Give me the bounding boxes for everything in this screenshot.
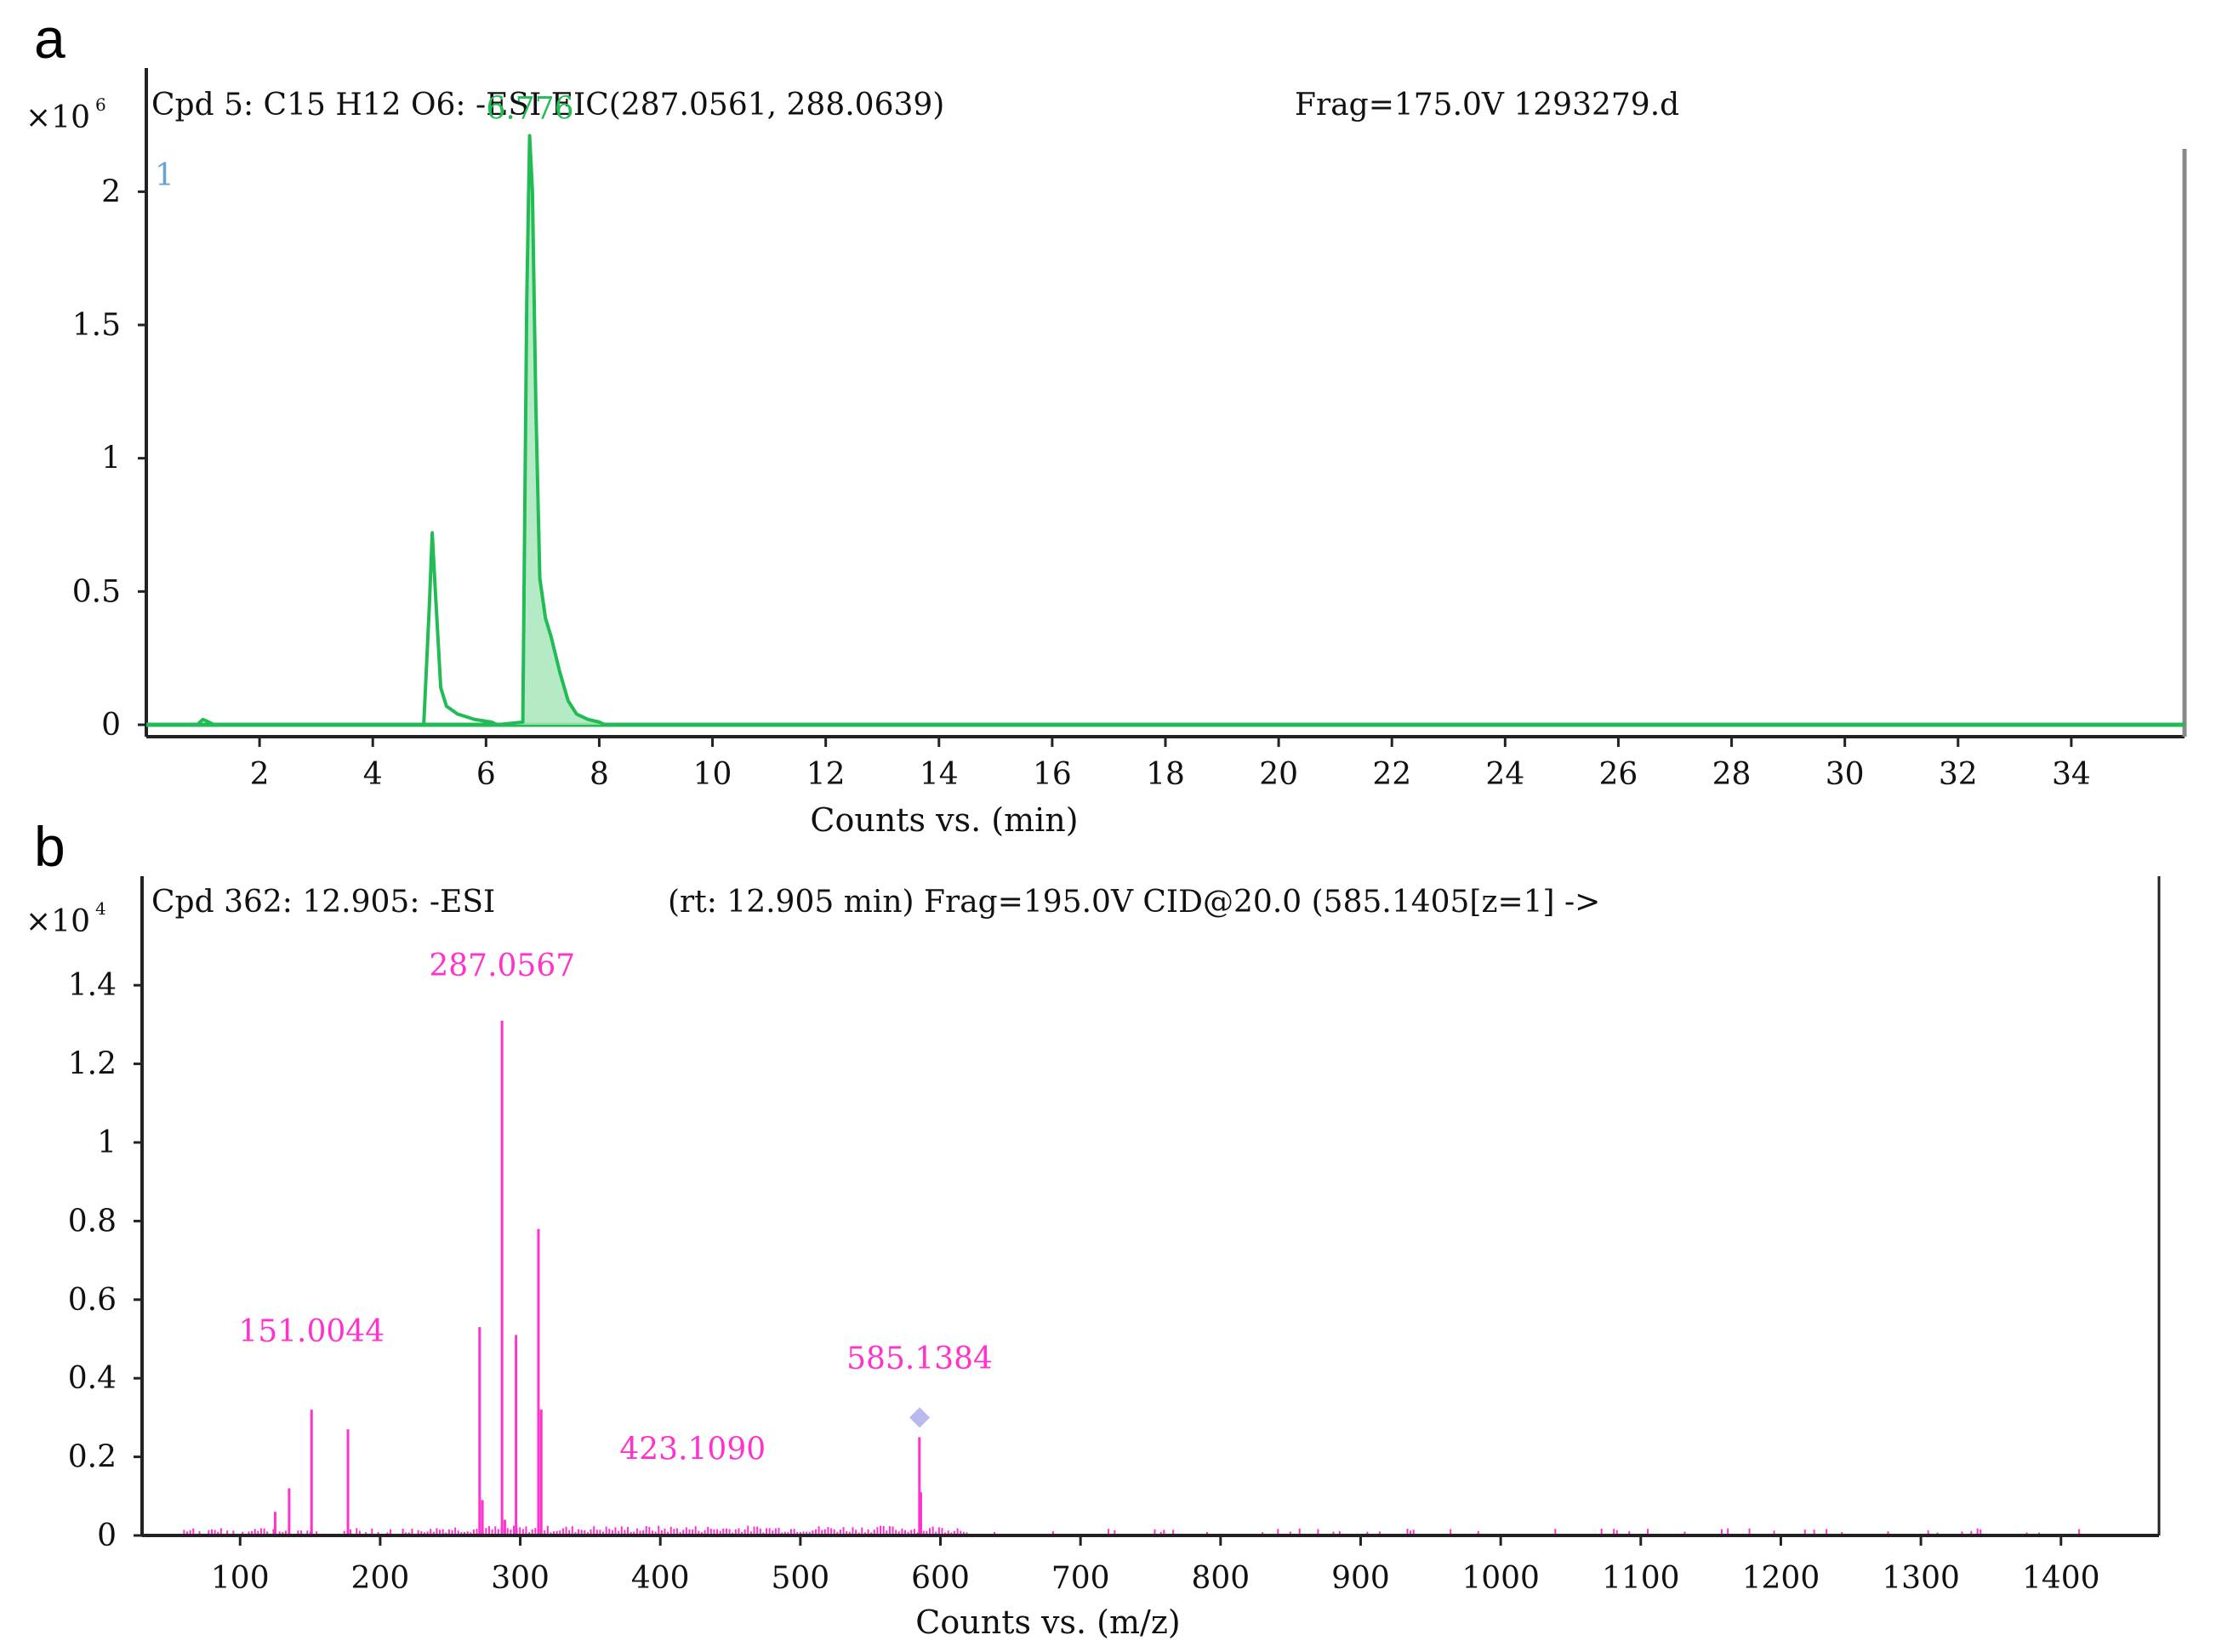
panel-b-precursor-marker — [909, 1407, 931, 1428]
panel-b-x-tick-label: 100 — [211, 1561, 270, 1596]
panel-b-x-axis-label: Counts vs. (m/z) — [915, 1604, 1180, 1641]
panel-a-plot-area: 6.776 — [145, 68, 2187, 738]
panel-b-x-tick-label: 1000 — [1461, 1561, 1540, 1596]
panel-b-peak-label: 423.1090 — [619, 1432, 766, 1467]
panel-a-x-tick-label: 6 — [476, 757, 496, 792]
panel-a-x-tick-label: 20 — [1259, 757, 1298, 792]
panel-b-header-left: Cpd 362: 12.905: -ESI — [151, 885, 495, 920]
panel-b-multiplier: ×10 4 — [26, 898, 106, 939]
panel-a-x-tick-label: 34 — [2052, 757, 2091, 792]
panel-b-x-tick-label: 800 — [1191, 1561, 1250, 1596]
panel-b-y-tick-label: 1.4 — [68, 968, 117, 1003]
panel-b-y-tick-label: 0.6 — [68, 1283, 117, 1318]
panel-a-x-tick-label: 2 — [250, 757, 270, 792]
panel-a-x-tick-label: 8 — [590, 757, 609, 792]
panel-a-y-axis: 0 0.5 1 1.5 2 — [72, 174, 146, 743]
panel-b-y-tick-label: 1.2 — [68, 1047, 117, 1082]
panel-b-y-tick-label: 0.4 — [68, 1361, 117, 1396]
panel-b-peak-label: 287.0567 — [429, 948, 575, 983]
panel-b-x-tick-label: 1200 — [1742, 1561, 1820, 1596]
panel-b-x-tick-label: 600 — [911, 1561, 970, 1596]
panel-a-y-tick-label: 0.5 — [72, 574, 121, 609]
panel-a-x-tick-label: 4 — [363, 757, 383, 792]
panel-b-x-tick-label: 1400 — [2022, 1561, 2100, 1596]
panel-a-multiplier-base: ×10 — [26, 100, 90, 135]
panel-a-x-axis: 2 4 6 8 10 12 14 16 18 20 22 24 26 28 30 32 34 — [250, 737, 2091, 792]
panel-b-x-tick-label: 400 — [631, 1561, 690, 1596]
panel-b-header-right: (rt: 12.905 min) Frag=195.0V CID@20.0 (5… — [668, 885, 1600, 920]
panel-b-plot-area: 287.0567 151.0044 423.1090 585.1384 — [140, 876, 2161, 1537]
panel-a-x-tick-label: 28 — [1712, 757, 1752, 792]
panel-b-multiplier-base: ×10 — [26, 904, 90, 939]
panel-a-y-tick-label: 1 — [101, 441, 121, 476]
panel-b-y-tick-label: 0 — [97, 1518, 117, 1553]
panel-b-y-tick-label: 1 — [97, 1125, 117, 1160]
panel-b-y-tick-label: 0.8 — [68, 1204, 117, 1239]
panel-a-multiplier-exponent: 6 — [95, 94, 106, 115]
panel-b-x-tick-label: 200 — [351, 1561, 410, 1596]
panel-a-trace-index: 1 — [155, 158, 174, 193]
panel-a-x-axis-label: Counts vs. (min) — [810, 801, 1078, 839]
panel-a-letter: a — [34, 7, 66, 70]
panel-a-x-tick-label: 10 — [693, 757, 732, 792]
panel-a-x-tick-label: 16 — [1033, 757, 1072, 792]
panel-a-x-tick-label: 18 — [1146, 757, 1185, 792]
panel-b-y-axis: 0 0.2 0.4 0.6 0.8 1 1.2 1.4 — [68, 968, 142, 1553]
panel-a-x-tick-label: 32 — [1939, 757, 1978, 792]
panel-a-chromatogram: a Cpd 5: C15 H12 O6: -ESI EIC(287.0561, … — [26, 7, 2187, 839]
panel-a-eic-trace — [146, 134, 2185, 726]
panel-a-header-left: Cpd 5: C15 H12 O6: -ESI EIC(287.0561, 28… — [151, 88, 944, 122]
panel-b-x-tick-label: 700 — [1051, 1561, 1110, 1596]
panel-a-x-tick-label: 26 — [1599, 757, 1638, 792]
panel-b-peak-label: 585.1384 — [846, 1342, 993, 1376]
panel-a-peak-label: 6.776 — [486, 92, 573, 127]
panel-b-peak-label: 151.0044 — [238, 1314, 385, 1349]
panel-b-letter: b — [34, 815, 66, 878]
panel-a-x-tick-label: 22 — [1372, 757, 1411, 792]
panel-a-y-tick-label: 2 — [101, 174, 121, 209]
panel-a-multiplier: ×10 6 — [26, 94, 106, 135]
panel-b-x-tick-label: 300 — [491, 1561, 550, 1596]
panel-b-x-tick-label: 900 — [1331, 1561, 1390, 1596]
panel-b-x-axis: 100 200 300 400 500 600 700 800 900 1000 1100 1200 1… — [211, 1535, 2100, 1596]
panel-a-x-tick-label: 30 — [1826, 757, 1865, 792]
panel-a-header-right: Frag=175.0V 1293279.d — [1295, 88, 1679, 122]
panel-a-x-tick-label: 12 — [806, 757, 846, 792]
panel-b-x-tick-label: 1100 — [1602, 1561, 1680, 1596]
panel-b-x-tick-label: 500 — [772, 1561, 830, 1596]
panel-a-y-tick-label: 0 — [101, 708, 121, 743]
panel-a-y-tick-label: 1.5 — [72, 308, 121, 343]
panel-b-multiplier-exponent: 4 — [95, 898, 106, 919]
panel-a-x-tick-label: 24 — [1485, 757, 1524, 792]
panel-b-y-tick-label: 0.2 — [68, 1440, 117, 1475]
panel-a-x-tick-label: 14 — [920, 757, 959, 792]
panel-b-mass-spectrum: b Cpd 362: 12.905: -ESI (rt: 12.905 min)… — [26, 815, 2161, 1641]
panel-b-x-tick-label: 1300 — [1882, 1561, 1960, 1596]
